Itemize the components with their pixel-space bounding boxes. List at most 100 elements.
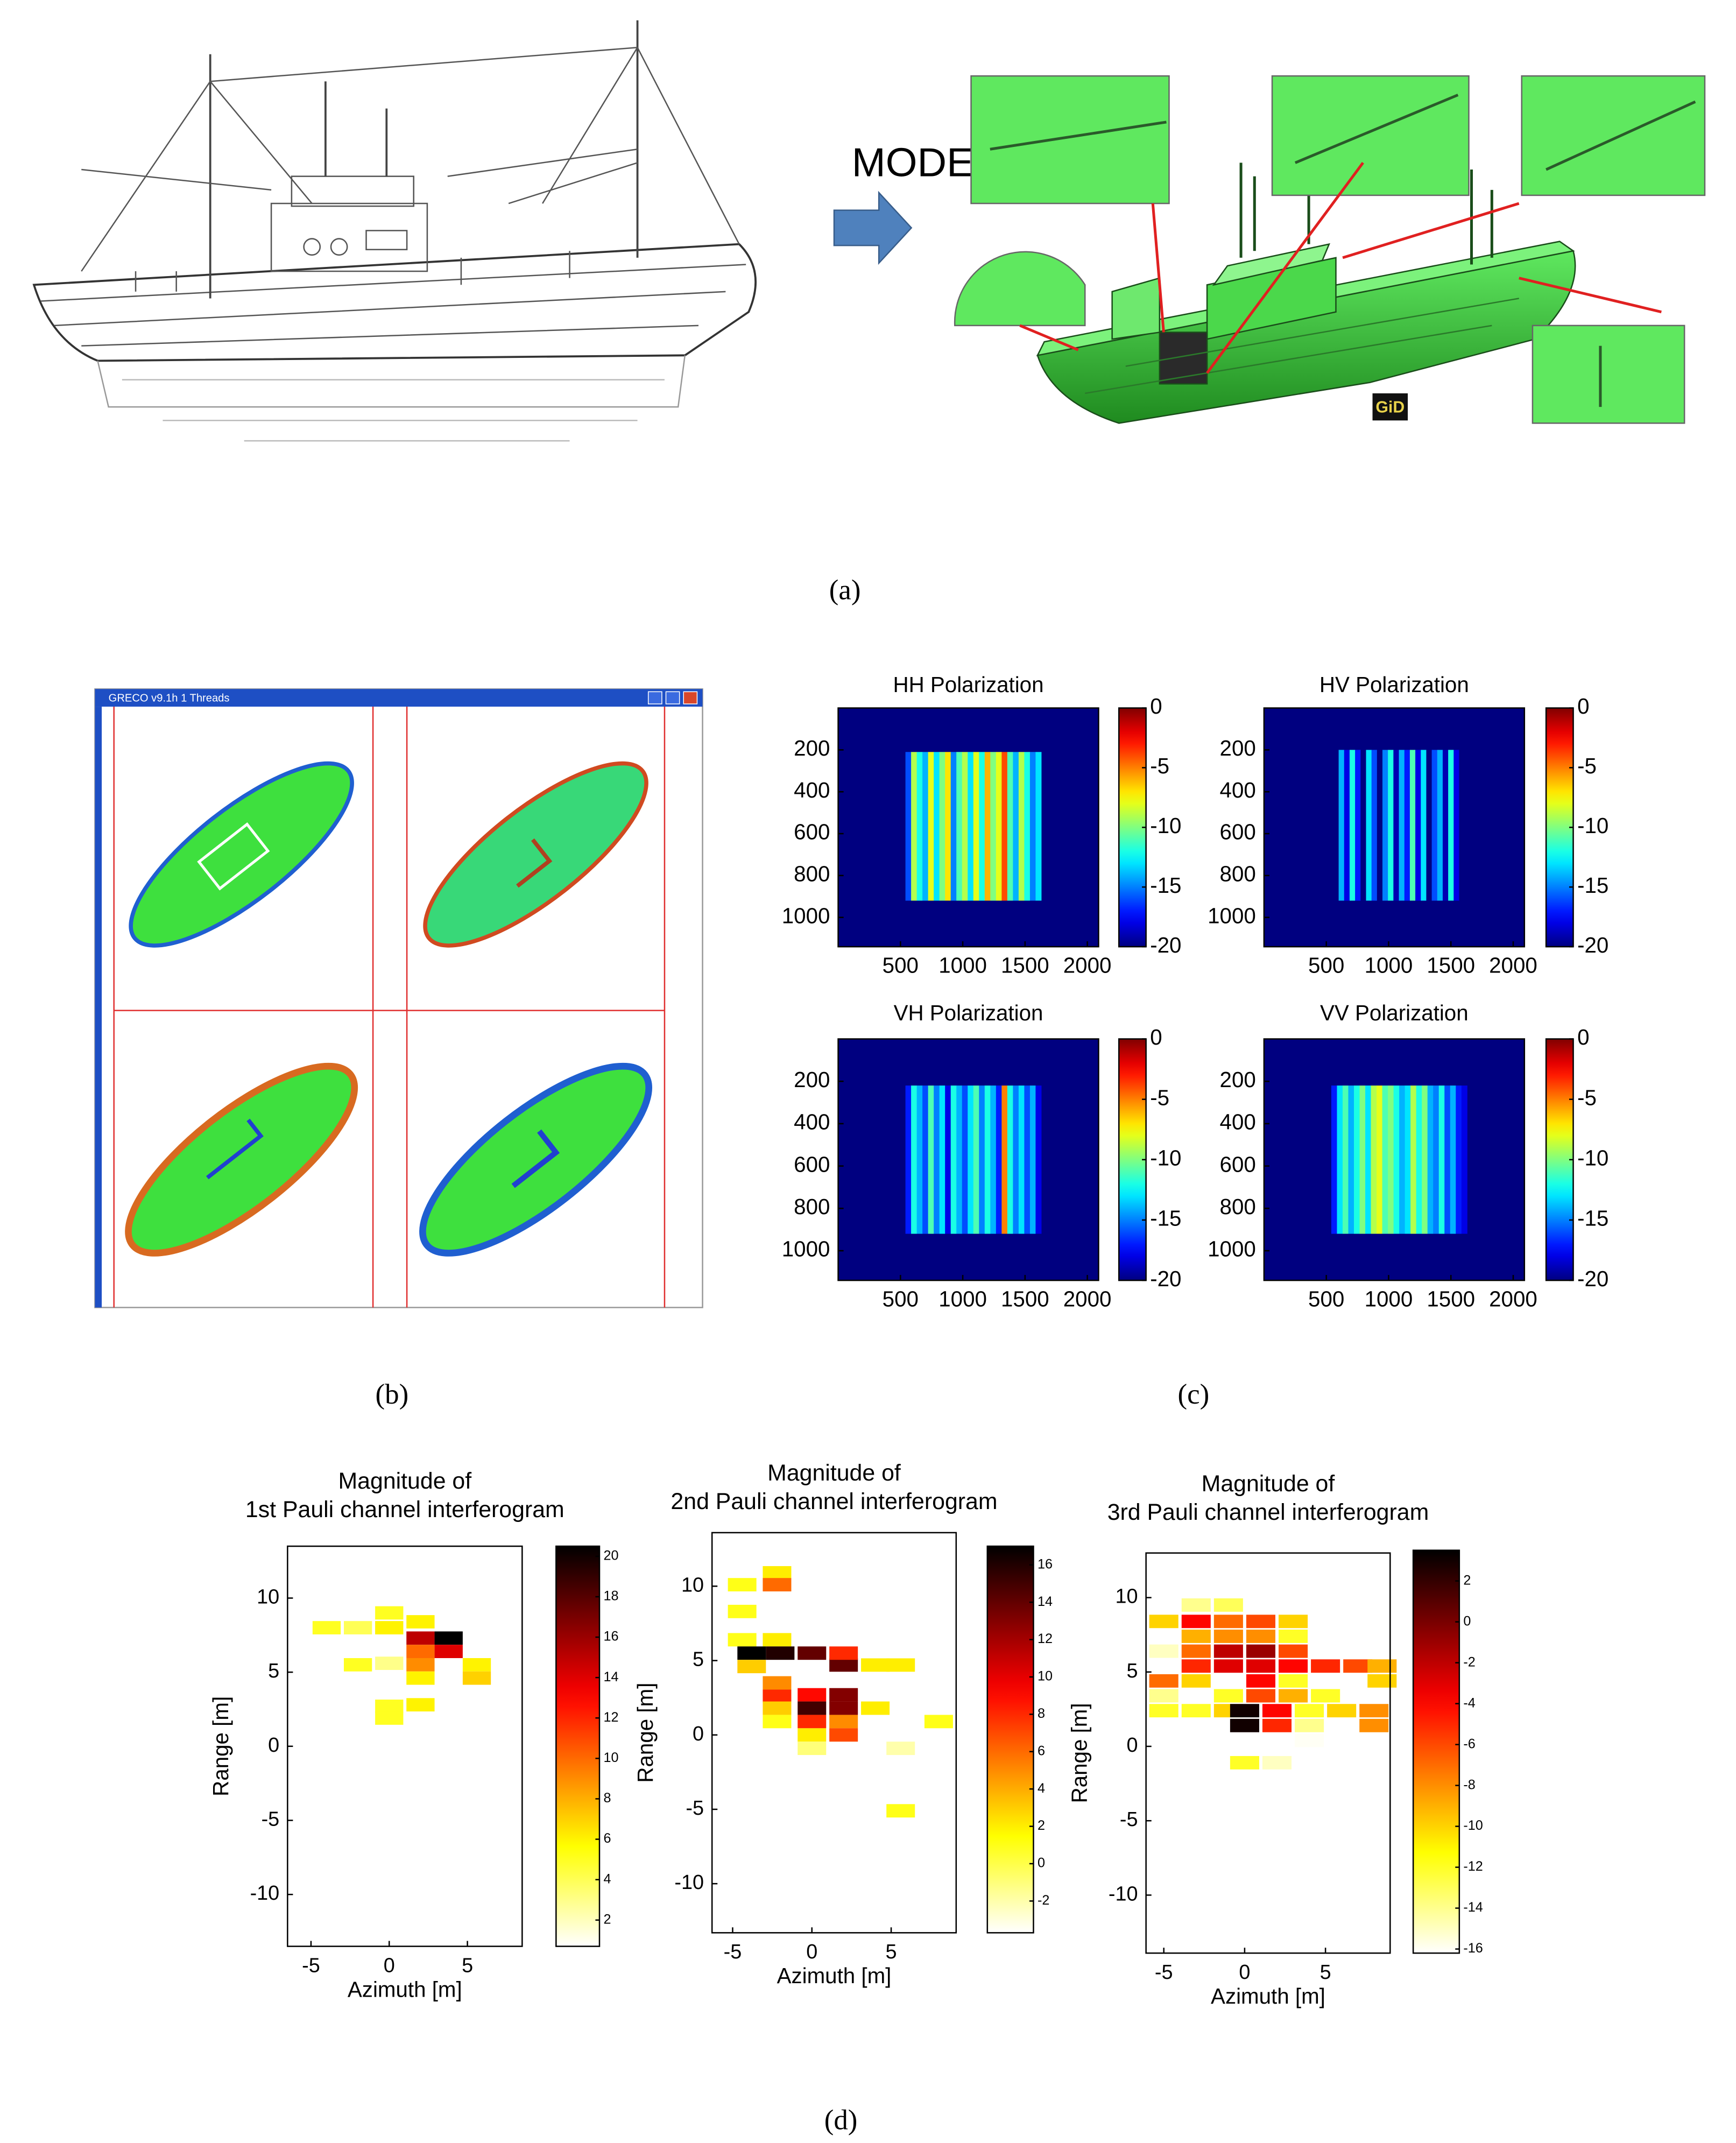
- y-tick-label: -10: [1109, 1883, 1138, 1905]
- colorbar: [986, 1545, 1034, 1934]
- x-tick-label: 500: [883, 953, 919, 978]
- heatmap-column: [1382, 1085, 1388, 1234]
- colorbar-tick-label: -2: [1463, 1654, 1475, 1669]
- heatmap-cell: [1295, 1733, 1324, 1747]
- x-tick-label: 1000: [938, 1287, 987, 1312]
- heatmap-cell: [1246, 1630, 1275, 1643]
- heatmap-cell: [737, 1646, 766, 1660]
- x-axis-label: Azimuth [m]: [777, 1963, 892, 1988]
- heatmap-column: [911, 752, 918, 901]
- colorbar-tick-label: 8: [1038, 1706, 1045, 1721]
- heatmap-cell: [728, 1578, 757, 1592]
- heatmap-cell: [1213, 1630, 1243, 1643]
- colorbar-tick-label: 2: [604, 1912, 611, 1927]
- heatmap-column: [968, 752, 974, 901]
- heatmap-column: [984, 752, 991, 901]
- heatmap-column: [916, 1085, 923, 1234]
- heatmap-column: [1342, 1085, 1349, 1234]
- heatmap-column: [1333, 750, 1339, 901]
- heatmap-cell: [1149, 1674, 1178, 1688]
- y-tick-label: 400: [1220, 1110, 1256, 1134]
- heatmap-cell: [829, 1688, 858, 1702]
- heatmap-cell: [1367, 1674, 1397, 1688]
- colorbar-tick-label: 2: [1463, 1573, 1471, 1588]
- heatmap-cell: [829, 1728, 858, 1742]
- heatmap-cell: [1359, 1704, 1389, 1718]
- colorbar-tick-label: 6: [1038, 1743, 1045, 1758]
- heatmap-column: [973, 1085, 979, 1234]
- heatmap-cell: [1230, 1756, 1259, 1770]
- x-tick-label: 1000: [1365, 1287, 1413, 1312]
- heatmap-column: [1437, 750, 1443, 901]
- x-tick-label: 1500: [1427, 953, 1475, 978]
- colorbar-tick-label: -15: [1150, 1206, 1181, 1231]
- heatmap-column: [996, 1085, 1002, 1234]
- heatmap-column: [1438, 1085, 1445, 1234]
- heatmap-cell: [375, 1656, 404, 1670]
- x-tick-label: 1000: [938, 953, 987, 978]
- colorbar: [1118, 1038, 1147, 1281]
- colorbar-tick-label: 12: [1038, 1631, 1053, 1646]
- y-tick-label: 200: [1220, 1067, 1256, 1092]
- plot-background: [287, 1546, 523, 1947]
- heatmap-column: [945, 1085, 951, 1234]
- y-tick-label: -5: [686, 1797, 704, 1820]
- heatmap-column: [1448, 750, 1454, 901]
- plot-frame: [711, 1532, 957, 1934]
- heatmap-column: [1456, 1085, 1462, 1234]
- colorbar-tick-label: -5: [1577, 1085, 1597, 1110]
- x-tick-label: -5: [1155, 1961, 1173, 1984]
- heatmap-cell: [1246, 1689, 1275, 1703]
- colorbar-tick-label: -6: [1463, 1736, 1475, 1751]
- heatmap-column: [1029, 752, 1036, 901]
- heatmap-cell: [763, 1676, 792, 1690]
- heatmap-column: [1433, 1085, 1439, 1234]
- heatmap-column: [1427, 1085, 1434, 1234]
- heatmap-column: [1393, 1085, 1400, 1234]
- heatmap-cell: [829, 1646, 858, 1660]
- chart-title: Magnitude of: [767, 1460, 901, 1486]
- heatmap-column: [1337, 1085, 1343, 1234]
- colorbar-tick-label: -10: [1150, 1145, 1181, 1170]
- colorbar-tick-label: -12: [1463, 1859, 1483, 1874]
- colorbar-tick-label: 14: [1038, 1594, 1053, 1609]
- heatmap-cell: [1213, 1615, 1243, 1629]
- chart-title: 3rd Pauli channel interferogram: [1107, 1499, 1429, 1525]
- heatmap-column: [945, 752, 951, 901]
- heatmap-column: [968, 1085, 974, 1234]
- y-tick-label: -10: [674, 1871, 704, 1894]
- caption: (d): [824, 2104, 858, 2135]
- heatmap-column: [1035, 752, 1042, 901]
- heatmap-cell: [1262, 1756, 1292, 1770]
- x-tick-label: 500: [1308, 953, 1344, 978]
- y-axis-label: Range [m]: [633, 1683, 658, 1783]
- colorbar-tick-label: 8: [604, 1790, 611, 1806]
- x-tick-label: 500: [1308, 1287, 1344, 1312]
- heatmap-column: [1409, 750, 1416, 901]
- colorbar-tick-label: -14: [1463, 1900, 1483, 1915]
- heatmap-cell: [462, 1671, 491, 1685]
- y-tick-label: 600: [794, 820, 830, 844]
- colorbar-tick-label: -15: [1150, 873, 1181, 898]
- y-tick-label: 10: [1115, 1585, 1138, 1608]
- heatmap-column: [1377, 1085, 1383, 1234]
- heatmap-cell: [1279, 1644, 1308, 1658]
- heatmap-cell: [1230, 1718, 1259, 1732]
- heatmap-column: [1404, 750, 1410, 901]
- y-tick-label: 0: [693, 1723, 704, 1745]
- plot-frame: [1145, 1552, 1391, 1954]
- heatmap-column: [1366, 750, 1372, 901]
- y-tick-label: 5: [268, 1660, 279, 1682]
- heatmap-column: [1442, 750, 1449, 901]
- colorbar-tick-label: -5: [1150, 753, 1169, 778]
- heatmap-column: [950, 752, 957, 901]
- x-tick-label: 0: [806, 1941, 817, 1963]
- heatmap-column: [939, 1085, 945, 1234]
- plot-frame: [1263, 1038, 1526, 1281]
- y-tick-label: 1000: [782, 903, 830, 928]
- heatmap-cell: [861, 1701, 890, 1715]
- heatmap-cell: [798, 1728, 827, 1742]
- x-tick-label: 500: [883, 1287, 919, 1312]
- heatmap-cell: [406, 1615, 435, 1629]
